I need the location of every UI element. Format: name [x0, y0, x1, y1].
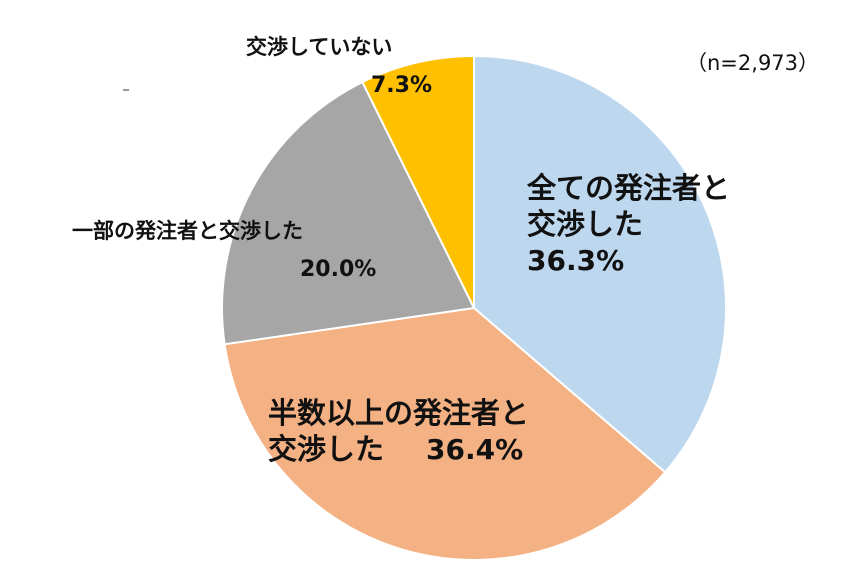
slice-majority-clients — [223, 306, 667, 561]
slice-value-label: 36.3% — [527, 243, 625, 277]
sample-size-note: （n=2,973） — [686, 51, 820, 75]
slice-value-label: 36.4% — [426, 433, 524, 467]
slice-label-line: 交渉した — [268, 432, 385, 467]
slice-value-label: 20.0% — [300, 257, 377, 282]
slice-label-line: 一部の発注者と交渉した — [72, 219, 303, 243]
slice-label-line: 交渉していない — [246, 35, 393, 59]
slice-label-line-with-value: 交渉した 36.4% — [268, 431, 529, 467]
stray-tick — [123, 89, 129, 91]
slice-label-some-clients: 一部の発注者と交渉した — [72, 218, 303, 244]
slice-label-no-negotiation: 交渉していない — [246, 34, 392, 60]
slice-label-all-clients: 全ての発注者と 交渉した 36.3% — [527, 170, 730, 278]
slice-label-line: 半数以上の発注者と — [268, 396, 530, 430]
slice-some-clients — [221, 80, 476, 346]
slice-label-line: 交渉した — [527, 207, 644, 242]
slice-value-label: 7.3% — [371, 73, 433, 98]
slice-no-negotiation — [361, 54, 475, 309]
slice-label-line: 全ての発注者と — [527, 171, 731, 205]
slice-all-clients — [473, 54, 727, 474]
slice-label-majority-clients: 半数以上の発注者と 交渉した 36.4% — [268, 395, 529, 468]
